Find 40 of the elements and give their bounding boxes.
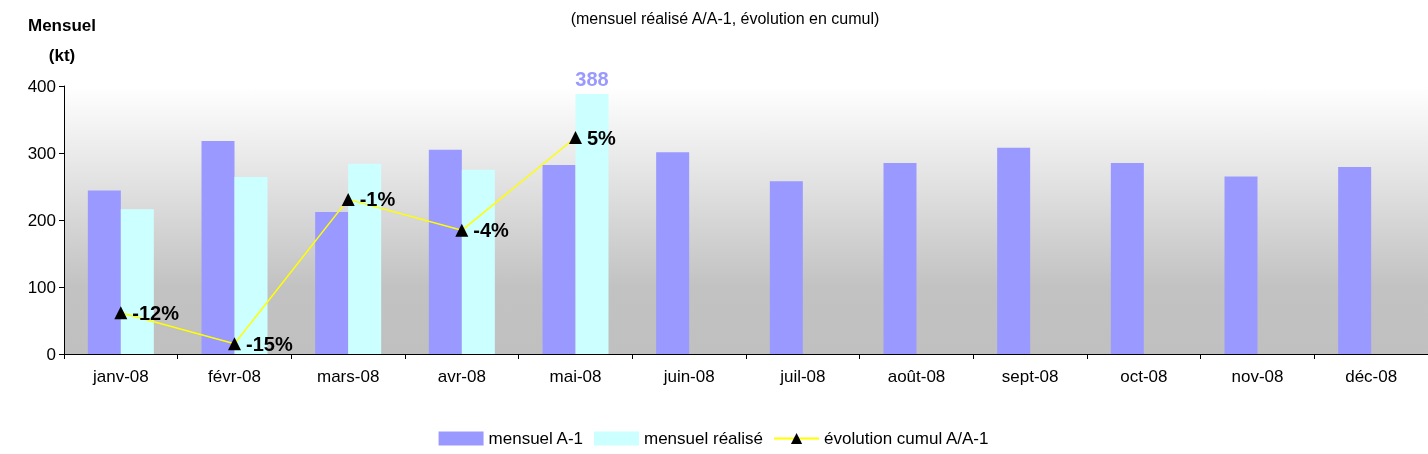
bar: [997, 147, 1031, 354]
x-tick-label: janv-08: [91, 367, 149, 386]
bar: [428, 149, 462, 354]
y-tick-label: 100: [27, 277, 56, 297]
data-label: -1%: [359, 188, 396, 211]
y-tick-label: 300: [27, 143, 56, 163]
x-tick-label: oct-08: [1120, 367, 1168, 386]
data-label: -4%: [473, 219, 510, 242]
bar: [1224, 176, 1258, 354]
data-label: 388: [575, 68, 609, 91]
legend-label: mensuel réalisé: [644, 429, 764, 448]
x-tick-label: févr-08: [208, 367, 261, 386]
y-tick-label: 200: [27, 210, 56, 230]
bar: [542, 165, 576, 354]
legend-label: évolution cumul A/A-1: [824, 429, 989, 448]
x-tick-label: mars-08: [316, 367, 380, 386]
data-label: -15%: [246, 332, 293, 355]
y-tick-label: 400: [27, 76, 56, 96]
x-tick-label: nov-08: [1231, 367, 1284, 386]
data-label: -12%: [132, 301, 180, 324]
bar: [1110, 163, 1144, 354]
x-tick-label: juin-08: [662, 367, 715, 386]
bar: [201, 140, 235, 354]
data-label: 5%: [587, 126, 617, 149]
y-axis-title: Mensuel (kt): [27, 15, 97, 65]
x-tick-label: août-08: [887, 367, 946, 386]
x-tick-label: juil-08: [779, 367, 826, 386]
x-tick-label: avr-08: [437, 367, 486, 386]
legend-label: mensuel A-1: [488, 429, 584, 448]
bar: [656, 152, 690, 354]
x-tick-label: déc-08: [1345, 367, 1398, 386]
x-tick-label: sept-08: [1001, 367, 1059, 386]
x-tick-label: mai-08: [549, 367, 602, 386]
bar: [1338, 167, 1372, 354]
bar: [315, 211, 349, 354]
bar: [87, 190, 121, 354]
bar: [883, 163, 917, 354]
chart-title: (mensuel réalisé A/A-1, évolution en cumul): [570, 9, 880, 27]
y-tick-label: 0: [46, 344, 56, 364]
bar: [769, 181, 803, 354]
